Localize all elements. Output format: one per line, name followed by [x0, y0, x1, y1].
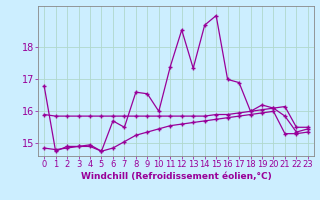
X-axis label: Windchill (Refroidissement éolien,°C): Windchill (Refroidissement éolien,°C): [81, 172, 271, 181]
